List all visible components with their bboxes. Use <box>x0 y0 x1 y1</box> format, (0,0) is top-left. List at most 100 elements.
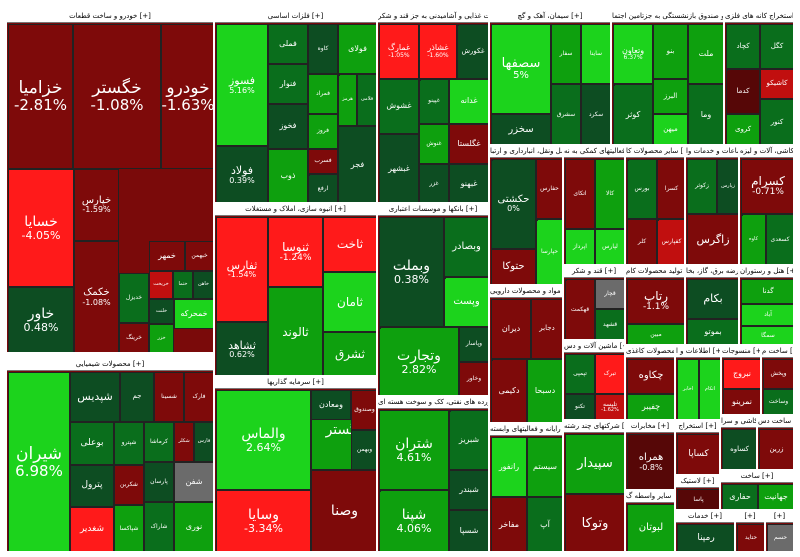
stock-tile[interactable]: ومعادن <box>311 390 351 420</box>
stock-tile[interactable]: حفارس <box>536 159 562 219</box>
sector-title[interactable]: کاشی، آلات و لیزه [+] <box>740 146 793 158</box>
stock-tile[interactable]: شبریز <box>449 410 488 470</box>
stock-tile[interactable]: وتعاون 6.37% <box>613 24 653 84</box>
stock-tile[interactable]: ثامان <box>323 272 376 332</box>
stock-tile[interactable]: زرین <box>759 429 793 469</box>
stock-tile[interactable]: ثالوند <box>268 287 323 375</box>
sector-title[interactable]: خدمات [+] <box>676 511 734 523</box>
stock-tile[interactable] <box>449 410 451 412</box>
stock-tile[interactable] <box>419 79 421 81</box>
stock-tile[interactable]: فروز <box>308 114 338 149</box>
stock-tile[interactable]: بکام <box>687 279 738 319</box>
sector-title[interactable]: قند و شکر [+] <box>564 266 624 278</box>
stock-tile[interactable]: کوثر <box>613 84 653 144</box>
sector-title[interactable]: سایر محصولات کا [+] <box>626 146 684 158</box>
stock-tile[interactable]: جهانیت <box>758 484 793 509</box>
stock-tile[interactable]: خپارس -1.59% <box>74 169 119 241</box>
sector-title[interactable]: هتل و رستوران [+] <box>740 266 793 278</box>
stock-tile[interactable]: فلامی <box>357 74 376 126</box>
stock-tile[interactable]: بوعلی <box>70 422 114 465</box>
sector-title[interactable]: سیهه و صندوق بازنشستگی به جزتامین اجتما … <box>612 11 723 23</box>
stock-tile[interactable]: فسوز 5.16% <box>216 24 268 146</box>
stock-tile[interactable]: خمهر <box>149 241 185 271</box>
stock-tile[interactable]: قشهد <box>595 309 624 339</box>
stock-tile[interactable]: ختما <box>173 271 193 299</box>
stock-tile[interactable]: پارسان <box>144 462 174 502</box>
stock-tile[interactable]: کروی <box>726 114 760 144</box>
stock-tile[interactable]: رمپنا <box>677 524 734 551</box>
sector-title[interactable]: فراورده های نفتی، کک و سوخت هسته ای [+] <box>378 397 488 409</box>
stock-tile[interactable] <box>491 159 493 161</box>
stock-tile[interactable]: نوری <box>174 502 213 551</box>
sector-title[interactable]: فعالیتهای کمکی به نه [+] <box>564 146 624 158</box>
stock-tile[interactable]: گدنا <box>741 279 793 304</box>
stock-tile[interactable]: اپرداز <box>565 229 595 264</box>
stock-tile[interactable]: رانفور <box>491 437 527 497</box>
stock-tile[interactable]: ساینا <box>581 24 610 84</box>
stock-tile[interactable]: وپست <box>444 277 488 327</box>
sector-title[interactable]: منسوجات [+] <box>722 346 760 358</box>
sector-title[interactable]: ساخت [+] <box>721 471 793 483</box>
sector-title[interactable]: حمل ونقل، انبارداری و ارتبا [+] <box>490 146 562 158</box>
stock-tile[interactable]: وتجارت 2.82% <box>379 327 459 395</box>
stock-tile[interactable]: شپنا 4.06% <box>379 490 449 551</box>
stock-tile[interactable]: شبندر <box>449 470 488 510</box>
stock-tile[interactable]: شپاکسا <box>114 505 144 551</box>
stock-tile[interactable]: شغدیر <box>70 507 114 551</box>
stock-tile[interactable] <box>491 359 493 361</box>
stock-tile[interactable]: اتکام <box>699 359 720 419</box>
stock-tile[interactable]: شپدیس <box>70 372 120 422</box>
stock-tile[interactable] <box>627 159 629 161</box>
stock-tile[interactable]: میهن <box>653 114 688 144</box>
stock-tile[interactable]: غبهنو <box>449 164 488 202</box>
sector-title[interactable]: رایانه و فعالیتهای وابسته [+] <box>490 424 562 436</box>
stock-tile[interactable]: حسم <box>767 524 793 551</box>
stock-tile[interactable] <box>657 219 659 221</box>
stock-tile[interactable]: تکنو <box>565 394 595 419</box>
stock-tile[interactable]: فجر <box>338 126 376 202</box>
stock-tile[interactable]: فارس <box>194 422 213 462</box>
stock-tile[interactable] <box>627 434 629 436</box>
stock-tile[interactable]: وساخت <box>763 389 793 414</box>
stock-tile[interactable]: غنوش <box>419 124 449 164</box>
stock-tile[interactable] <box>536 219 538 221</box>
stock-tile[interactable]: کاوه <box>741 214 766 264</box>
sector-title[interactable]: محصولات غذایی و آشامیدنی به جز قند و شکر… <box>378 11 488 23</box>
stock-tile[interactable]: ارفع <box>308 174 338 202</box>
stock-tile[interactable]: ثاخت <box>323 217 376 272</box>
stock-tile[interactable]: خزامیا -2.81% <box>8 24 73 169</box>
stock-tile[interactable]: کدما <box>726 69 760 114</box>
stock-tile[interactable]: خمحرکه <box>174 299 213 329</box>
stock-tile[interactable]: سیستم <box>527 437 562 497</box>
stock-tile[interactable]: حتاید <box>737 524 764 551</box>
stock-tile[interactable]: حتوکا <box>491 249 536 284</box>
stock-tile[interactable]: دسبحا <box>527 359 562 422</box>
stock-tile[interactable]: اخابر <box>677 359 699 419</box>
stock-tile[interactable]: بنو <box>653 24 688 79</box>
stock-tile[interactable]: غگلستا <box>449 124 488 164</box>
stock-tile[interactable] <box>741 214 743 216</box>
stock-tile[interactable]: کفپارس <box>657 219 684 264</box>
stock-tile[interactable]: خبهمن <box>185 241 213 271</box>
stock-tile[interactable]: فسرب <box>308 149 338 174</box>
stock-tile[interactable]: وصندوق <box>351 390 376 430</box>
stock-tile[interactable]: شفن <box>174 462 213 502</box>
stock-tile[interactable]: ثفارس -1.54% <box>216 217 268 322</box>
stock-tile[interactable]: غکورش <box>457 24 488 79</box>
stock-tile[interactable]: وبهمن <box>351 430 376 470</box>
stock-tile[interactable]: غپینو <box>419 79 449 124</box>
stock-tile[interactable]: خودرو -1.63% <box>161 24 213 169</box>
stock-tile[interactable]: آباد <box>741 304 793 326</box>
stock-tile[interactable]: سفار <box>551 24 581 84</box>
stock-tile[interactable]: کاوه <box>308 24 338 74</box>
stock-tile[interactable]: شیران 6.98% <box>8 372 70 551</box>
sector-title[interactable]: سیمان، آهک و گچ [+] <box>490 11 610 23</box>
stock-tile[interactable]: چفیبر <box>627 394 674 419</box>
stock-tile[interactable]: کالا <box>595 159 624 229</box>
stock-tile[interactable]: فخوز <box>268 104 308 149</box>
sector-title[interactable]: خودرو و ساخت قطعات [+] <box>7 11 213 23</box>
stock-tile[interactable]: لپارس <box>595 229 624 264</box>
stock-tile[interactable]: کساپا <box>677 434 719 474</box>
stock-tile[interactable]: خلنت <box>149 299 174 324</box>
stock-tile[interactable]: شاراک <box>144 502 174 551</box>
